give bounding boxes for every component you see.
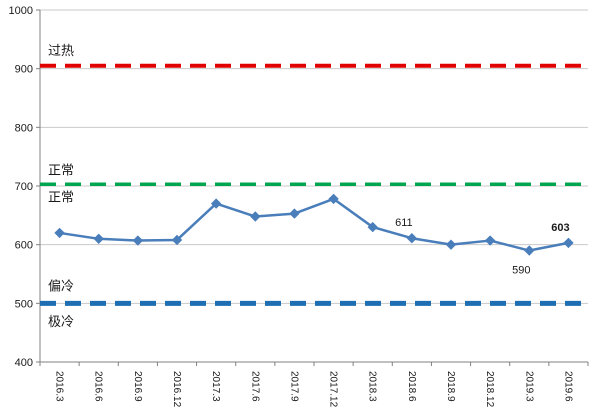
y-axis-label: 400	[15, 357, 33, 369]
x-axis-label: 2018.3	[367, 371, 378, 402]
data-point-marker	[171, 234, 183, 246]
zone-label: 正常	[48, 163, 74, 178]
x-axis-label: 2017.9	[288, 371, 299, 402]
data-point-marker	[445, 239, 457, 250]
data-point-marker	[289, 208, 300, 219]
x-axis-label: 2016.3	[54, 371, 65, 402]
data-point-marker	[524, 245, 535, 256]
data-point-marker	[54, 227, 65, 239]
series-line	[58, 197, 570, 252]
data-point-marker	[484, 235, 496, 246]
x-axis-label: 2018.9	[445, 371, 456, 402]
data-point-marker	[406, 233, 418, 244]
y-axis-label: 500	[15, 298, 33, 310]
point-label: 611	[395, 217, 413, 229]
point-label: 603	[551, 222, 569, 234]
x-axis-label: 2016.9	[132, 371, 143, 402]
x-axis-label: 2017.12	[328, 371, 339, 408]
y-axis-label: 600	[15, 240, 33, 252]
x-axis-label: 2019.3	[523, 371, 534, 402]
zone-label: 过热	[48, 43, 74, 58]
x-axis-label: 2016.12	[171, 371, 182, 408]
y-axis-label: 900	[15, 64, 33, 76]
data-point-marker	[250, 211, 261, 222]
x-axis-label: 2019.6	[562, 371, 573, 402]
data-point-marker	[132, 235, 144, 246]
data-point-marker	[367, 221, 378, 233]
y-axis-label: 1000	[9, 5, 33, 17]
data-point-marker	[328, 193, 339, 205]
x-axis-label: 2018.12	[484, 371, 495, 408]
point-label: 590	[512, 265, 530, 277]
data-point-marker	[563, 237, 574, 249]
x-axis-label: 2017.3	[210, 371, 221, 402]
zone-label: 正常	[48, 190, 74, 205]
zone-label: 偏冷	[48, 279, 74, 294]
y-axis-label: 800	[15, 122, 33, 134]
x-axis-label: 2016.6	[93, 371, 104, 402]
zone-label: 极冷	[48, 314, 74, 329]
data-point-marker	[210, 198, 222, 209]
y-axis-label: 700	[15, 181, 33, 193]
data-point-marker	[93, 233, 104, 245]
x-axis-label: 2018.6	[406, 371, 417, 402]
x-axis-label: 2017.6	[249, 371, 260, 402]
